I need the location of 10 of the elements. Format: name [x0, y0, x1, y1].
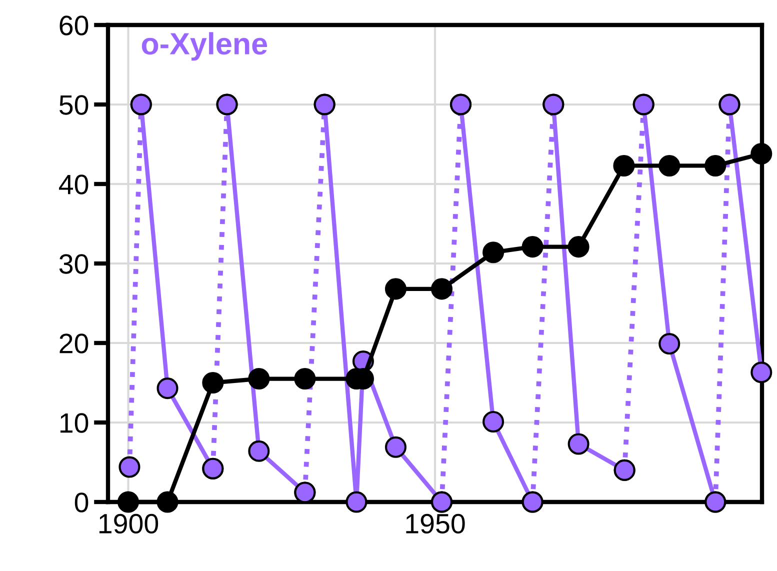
x-tick-label: 1900: [99, 514, 158, 534]
x-tick-label: 1950: [406, 514, 465, 534]
y-tick-label: 60: [60, 16, 88, 36]
y-tick-label: 40: [58, 174, 88, 194]
y-tick-label: 50: [59, 95, 88, 115]
y-tick-label: 20: [60, 334, 88, 354]
y-tick-label: 10: [60, 413, 88, 433]
y-tick-label: 0: [74, 492, 88, 512]
chart-title: o-Xylene: [142, 32, 268, 61]
y-tick-label: 30: [59, 254, 88, 274]
